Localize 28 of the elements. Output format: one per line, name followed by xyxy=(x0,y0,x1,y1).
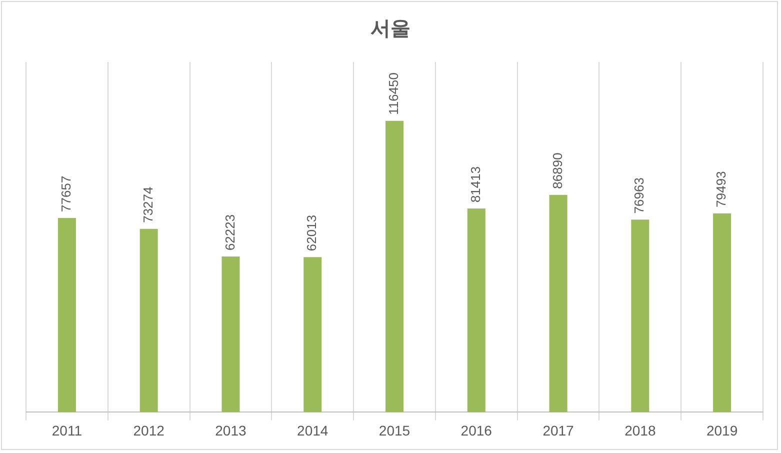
bar xyxy=(631,220,650,412)
x-tick-label: 2017 xyxy=(542,422,574,438)
data-label: 62013 xyxy=(304,214,320,252)
x-tick-label: 2014 xyxy=(297,422,328,438)
x-tick-label: 2016 xyxy=(460,422,492,438)
x-tick-label: 2011 xyxy=(52,422,82,438)
bar xyxy=(713,213,732,412)
bar xyxy=(549,194,568,412)
data-label: 116450 xyxy=(386,72,402,115)
data-label: 86890 xyxy=(550,152,565,189)
bar xyxy=(222,256,240,412)
bar xyxy=(385,120,404,412)
data-label: 73274 xyxy=(140,186,156,223)
data-label: 77657 xyxy=(58,176,74,212)
bar xyxy=(58,218,76,412)
data-label: 81413 xyxy=(468,166,483,203)
x-tick-label: 2015 xyxy=(378,422,410,438)
x-tick-label: 2013 xyxy=(215,422,247,438)
data-label: 62223 xyxy=(222,214,238,251)
chart-title: 서울 xyxy=(370,16,410,40)
x-tick-label: 2012 xyxy=(133,422,165,438)
data-label: 79493 xyxy=(714,171,729,208)
data-label: 76963 xyxy=(632,178,647,214)
x-tick-label: 2018 xyxy=(624,422,656,438)
x-tick-label: 2019 xyxy=(706,422,738,438)
bar xyxy=(467,208,486,412)
bar xyxy=(140,228,158,412)
bar xyxy=(304,257,322,412)
